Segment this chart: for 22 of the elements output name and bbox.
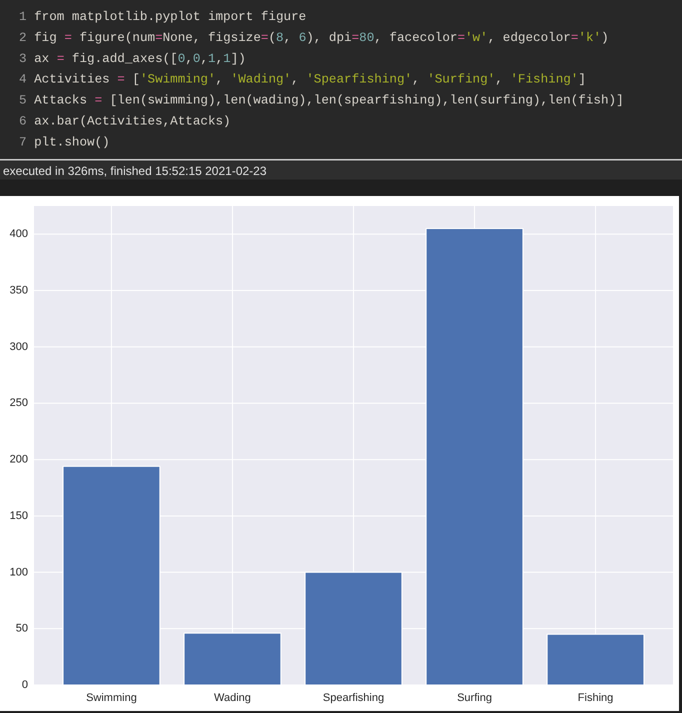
text: 7 plt.show() — [19, 135, 110, 150]
text: 5 Attacks = [len(swimming),len(wading),len(spearfishing),len(surfing),len(fish)] — [19, 94, 624, 108]
y-tick-label: 150 — [10, 510, 28, 522]
text: 2 fig = figure(num=None, figsize=(8, 6), dpi=80, facecolor='w', edgecolor='k') — [19, 30, 609, 45]
y-tick-label: 200 — [10, 454, 28, 466]
y-tick-label: 250 — [10, 397, 28, 410]
y-tick-label: 100 — [10, 566, 28, 578]
x-tick-label: Wading — [214, 692, 251, 704]
text: 3 ax = fig.add_axes([0,0,1,1]) — [19, 52, 246, 66]
text: executed in 326ms, finished 15:52:15 2021-02-23 — [3, 164, 267, 178]
text: 4 Activities = ['Swimming', 'Wading', 'Spearfishing', 'Surfing', 'Fishing'] — [19, 72, 586, 87]
text: 1 from matplotlib.pyplot import figure — [19, 10, 306, 24]
y-tick-label: 400 — [10, 228, 28, 240]
x-tick-label: Spearfishing — [322, 692, 384, 704]
y-tick-label: 300 — [10, 340, 28, 353]
y-tick-label: 0 — [22, 679, 28, 691]
x-tick-label: Fishing — [578, 692, 614, 704]
y-tick-label: 350 — [10, 284, 28, 297]
text: 6 ax.bar(Activities,Attacks) — [19, 114, 231, 128]
y-tick-label: 50 — [16, 622, 28, 635]
x-tick-label: Swimming — [86, 692, 137, 704]
x-tick-label: Surfing — [457, 692, 492, 704]
